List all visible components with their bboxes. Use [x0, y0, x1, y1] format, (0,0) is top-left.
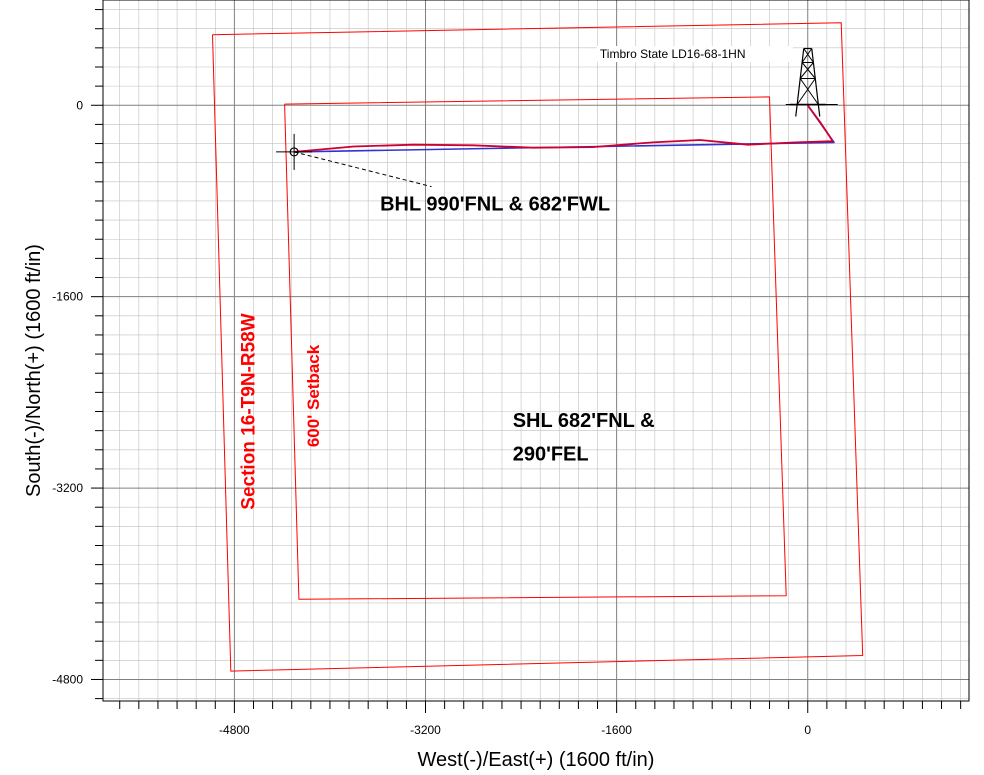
series-bhl-leader-line [293, 151, 432, 188]
series-setback-line [284, 96, 787, 600]
y-tick-label: 0 [76, 98, 83, 112]
annotation-shl-line1: SHL 682'FNL & [513, 410, 655, 432]
y-axis-title: South(-)/North(+) (1600 ft/in) [23, 244, 45, 497]
axis-tick-labels: -4800 -3200 -1600 0 0 -1600 -3200 -4800 [52, 98, 811, 737]
series-section-line [212, 22, 864, 672]
annotation-setback-label: 600' Setback [304, 344, 323, 447]
plot-markers [276, 47, 838, 170]
x-tick-label: -3200 [410, 723, 441, 737]
annotation-shl-line2: 290'FEL [513, 444, 589, 466]
x-tick-label: -4800 [219, 723, 250, 737]
plot-series [212, 22, 864, 672]
major-grid [103, 0, 969, 701]
series-actual-line [294, 104, 834, 153]
annotations: BHL 990'FNL & 682'FWL SHL 682'FNL & 290'FE… [239, 46, 793, 510]
drilling-rig-icon [785, 47, 838, 117]
x-tick-label: -1600 [601, 723, 632, 737]
well-name-background [596, 46, 793, 63]
annotation-well-name: Timbro State LD16-68-1HN [600, 47, 746, 61]
y-tick-label: -4800 [52, 672, 83, 686]
axis-ticks [91, 9, 962, 713]
x-axis-title: West(-)/East(+) (1600 ft/in) [418, 749, 655, 771]
y-tick-label: -1600 [52, 290, 83, 304]
bhl-target-icon [276, 133, 313, 170]
plot-frame [102, 0, 970, 702]
annotation-bhl: BHL 990'FNL & 682'FWL [380, 194, 610, 216]
x-tick-label: 0 [804, 723, 811, 737]
annotation-section-label: Section 16-T9N-R58W [239, 313, 260, 509]
y-tick-label: -3200 [52, 481, 83, 495]
